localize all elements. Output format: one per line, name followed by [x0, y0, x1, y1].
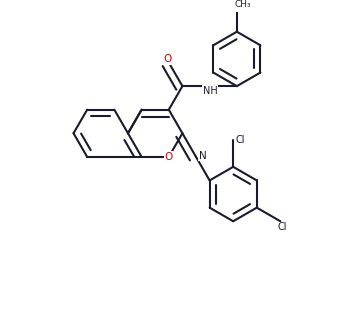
Text: NH: NH — [203, 86, 218, 96]
Text: O: O — [165, 152, 173, 162]
Text: CH₃: CH₃ — [234, 0, 251, 9]
Text: O: O — [164, 54, 172, 64]
Text: Cl: Cl — [277, 222, 287, 232]
Text: Cl: Cl — [235, 135, 245, 145]
Text: N: N — [199, 151, 206, 160]
